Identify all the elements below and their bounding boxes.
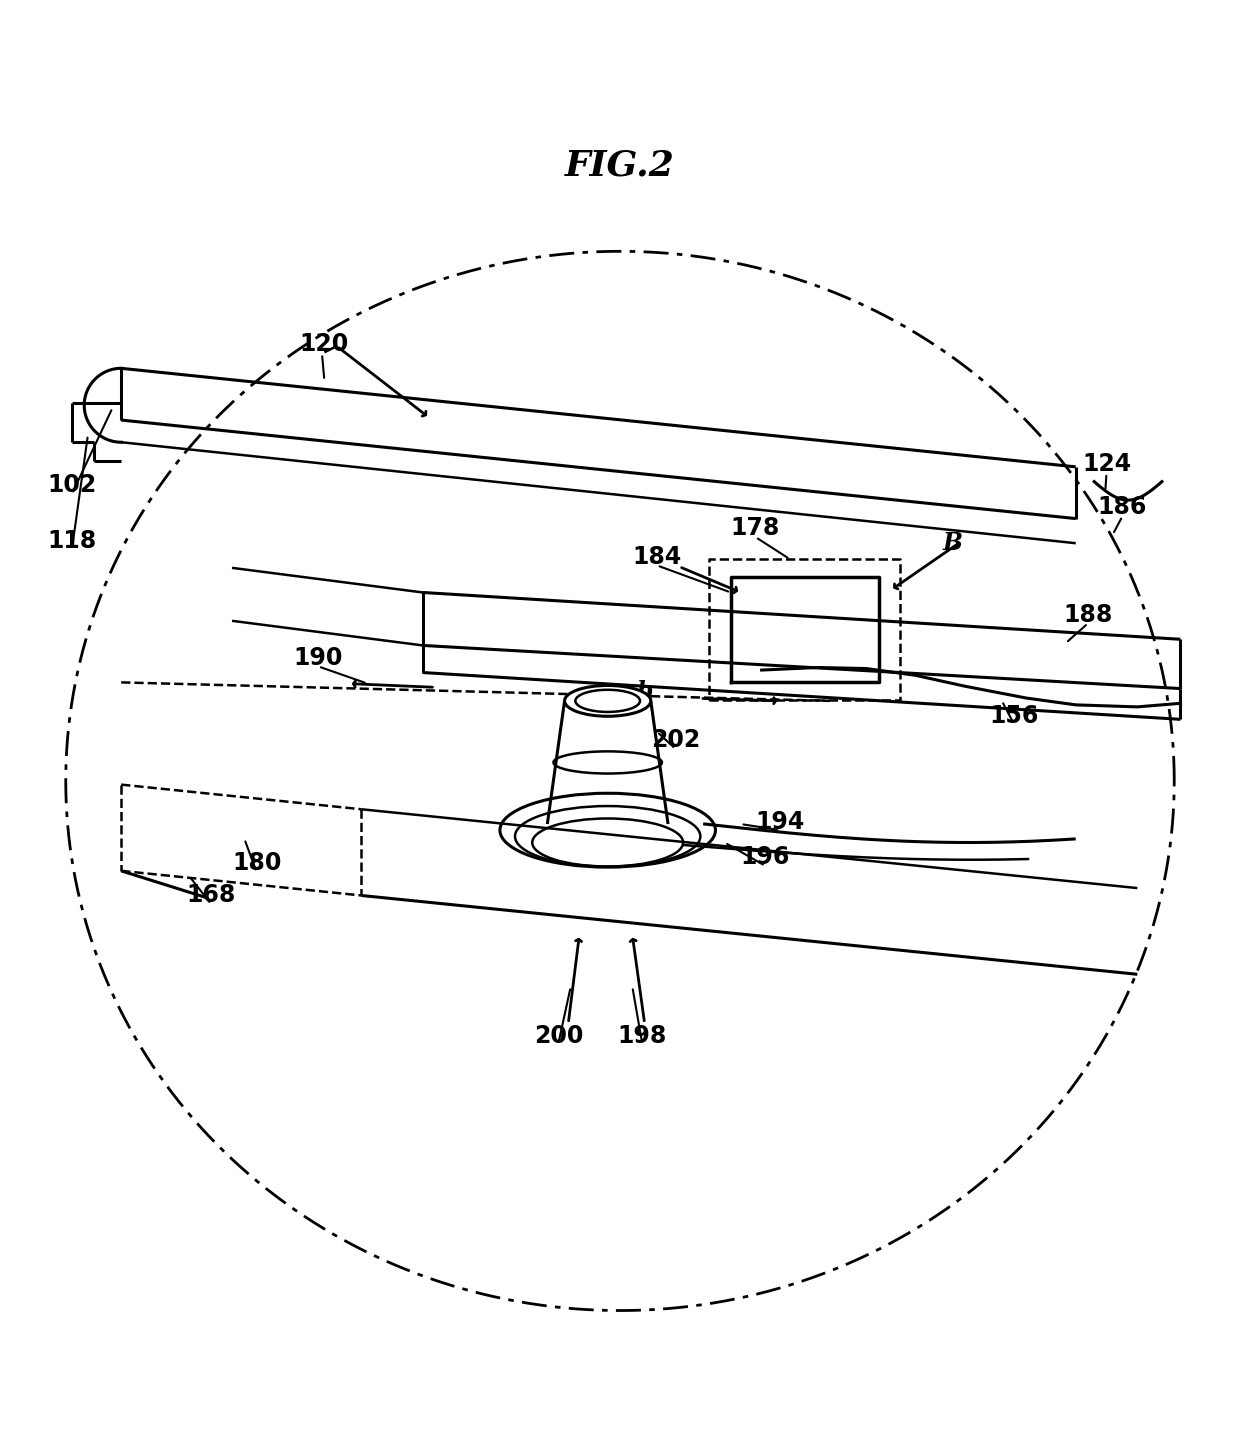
Text: 178: 178 bbox=[730, 517, 780, 540]
Text: 194: 194 bbox=[755, 810, 805, 833]
Text: 196: 196 bbox=[740, 846, 790, 869]
Text: 198: 198 bbox=[618, 1024, 667, 1048]
Text: 186: 186 bbox=[1097, 495, 1147, 519]
Text: FIG.2: FIG.2 bbox=[565, 148, 675, 181]
Text: 188: 188 bbox=[1064, 602, 1112, 627]
Text: 118: 118 bbox=[47, 528, 97, 553]
Text: 202: 202 bbox=[651, 728, 701, 752]
Text: 200: 200 bbox=[533, 1024, 583, 1048]
Text: 120: 120 bbox=[300, 332, 348, 355]
Text: 168: 168 bbox=[186, 884, 236, 907]
Text: B: B bbox=[942, 531, 962, 556]
Text: 156: 156 bbox=[990, 704, 1039, 727]
Text: 190: 190 bbox=[294, 646, 343, 670]
Ellipse shape bbox=[564, 685, 651, 717]
Text: b: b bbox=[636, 681, 653, 704]
Text: 102: 102 bbox=[47, 473, 97, 498]
Text: 124: 124 bbox=[1083, 453, 1131, 476]
Text: 180: 180 bbox=[232, 852, 281, 875]
Text: 184: 184 bbox=[632, 544, 682, 569]
